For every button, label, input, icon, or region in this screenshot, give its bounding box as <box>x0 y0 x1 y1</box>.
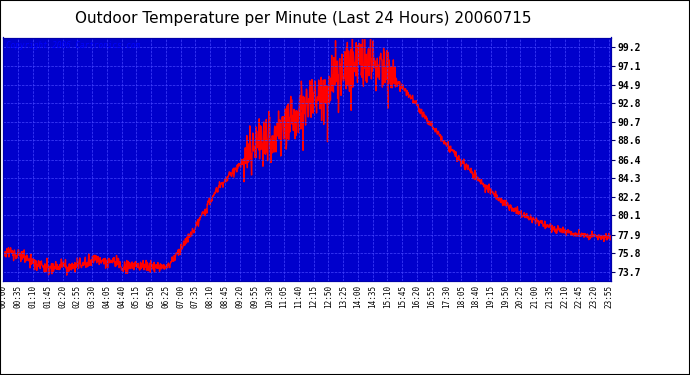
Text: 22:10: 22:10 <box>560 285 569 308</box>
Text: 14:00: 14:00 <box>353 285 362 308</box>
Text: 03:30: 03:30 <box>88 285 97 308</box>
Text: 12:50: 12:50 <box>324 285 333 308</box>
Text: 04:05: 04:05 <box>102 285 111 308</box>
Text: 15:10: 15:10 <box>383 285 392 308</box>
Text: 11:40: 11:40 <box>295 285 304 308</box>
Text: 18:05: 18:05 <box>457 285 466 308</box>
Text: 23:20: 23:20 <box>590 285 599 308</box>
Text: Copyright 2006 Cartronics.com: Copyright 2006 Cartronics.com <box>6 41 141 50</box>
Text: 09:55: 09:55 <box>250 285 259 308</box>
Text: 01:45: 01:45 <box>43 285 52 308</box>
Text: 13:25: 13:25 <box>339 285 348 308</box>
Text: 00:00: 00:00 <box>0 285 8 308</box>
Text: 19:50: 19:50 <box>501 285 510 308</box>
Text: 05:50: 05:50 <box>147 285 156 308</box>
Text: 16:55: 16:55 <box>427 285 436 308</box>
Text: 20:25: 20:25 <box>516 285 525 308</box>
Text: 01:10: 01:10 <box>28 285 37 308</box>
Text: 07:35: 07:35 <box>191 285 200 308</box>
Text: 07:00: 07:00 <box>176 285 185 308</box>
Text: 17:30: 17:30 <box>442 285 451 308</box>
Text: 08:10: 08:10 <box>206 285 215 308</box>
Text: 12:15: 12:15 <box>309 285 318 308</box>
Text: 00:35: 00:35 <box>14 285 23 308</box>
Text: 02:20: 02:20 <box>58 285 67 308</box>
Text: 05:15: 05:15 <box>132 285 141 308</box>
Text: 21:35: 21:35 <box>545 285 554 308</box>
Text: 19:15: 19:15 <box>486 285 495 308</box>
Text: 18:40: 18:40 <box>471 285 480 308</box>
Text: 22:45: 22:45 <box>575 285 584 308</box>
Text: 02:55: 02:55 <box>72 285 82 308</box>
Text: Outdoor Temperature per Minute (Last 24 Hours) 20060715: Outdoor Temperature per Minute (Last 24 … <box>75 11 532 26</box>
Text: 06:25: 06:25 <box>161 285 170 308</box>
Text: 10:30: 10:30 <box>265 285 274 308</box>
Text: 09:20: 09:20 <box>235 285 244 308</box>
Text: 15:45: 15:45 <box>397 285 406 308</box>
Text: 16:20: 16:20 <box>413 285 422 308</box>
Text: 21:00: 21:00 <box>531 285 540 308</box>
Text: 11:05: 11:05 <box>279 285 288 308</box>
Text: 23:55: 23:55 <box>604 285 613 308</box>
Text: 14:35: 14:35 <box>368 285 377 308</box>
Text: 04:40: 04:40 <box>117 285 126 308</box>
Text: 08:45: 08:45 <box>221 285 230 308</box>
